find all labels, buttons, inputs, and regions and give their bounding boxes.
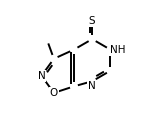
Text: N: N: [38, 71, 45, 81]
Text: N: N: [88, 81, 96, 91]
Text: S: S: [89, 16, 95, 26]
Text: NH: NH: [110, 45, 126, 55]
Text: O: O: [50, 88, 58, 98]
